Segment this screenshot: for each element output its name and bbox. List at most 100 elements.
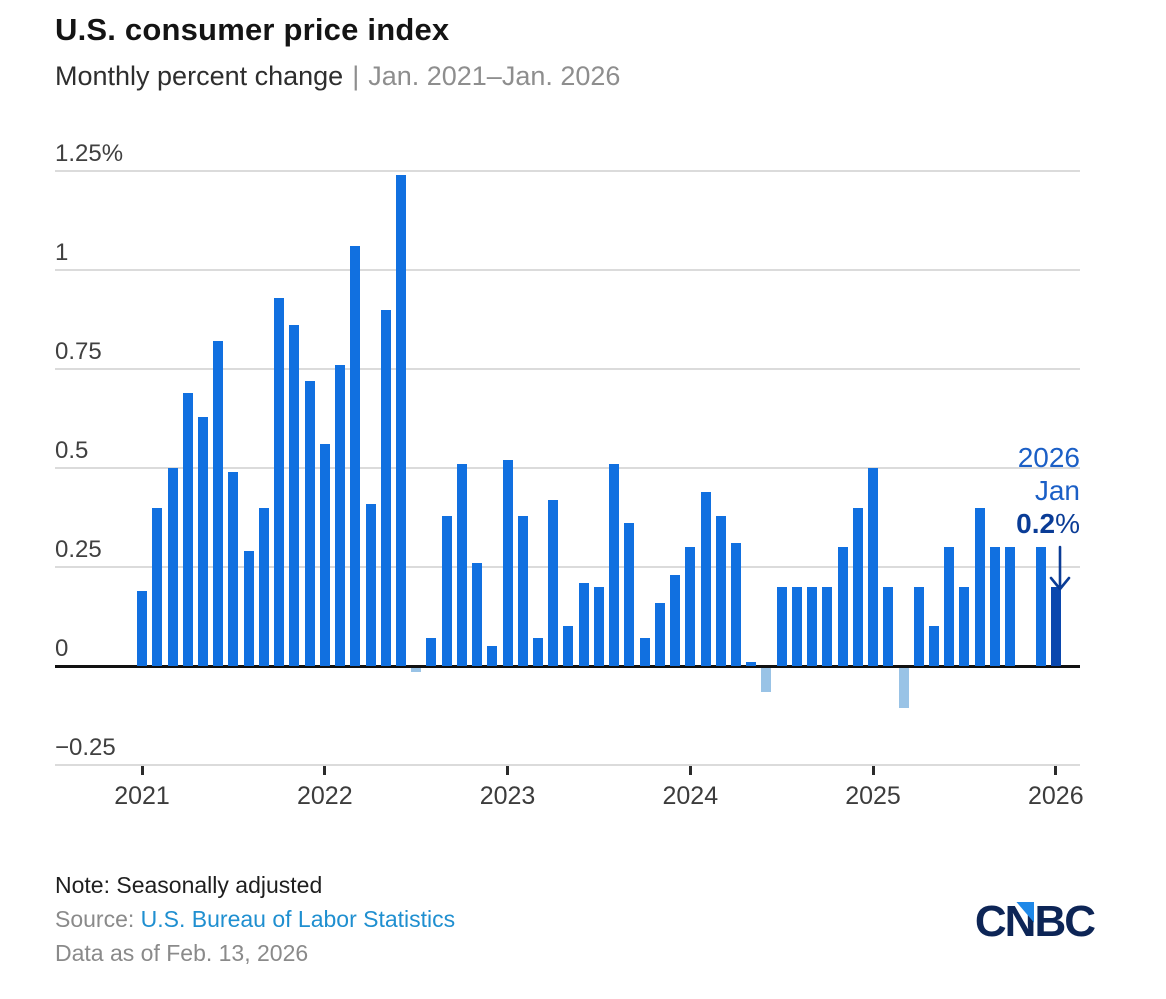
subtitle-date-range: Jan. 2021–Jan. 2026 xyxy=(368,61,621,91)
down-arrow-icon xyxy=(1049,545,1071,591)
bar-apr-2022 xyxy=(365,503,376,666)
bar-mar-2025 xyxy=(898,668,909,708)
bar-aug-2022 xyxy=(426,638,437,666)
bar-jun-2025 xyxy=(944,547,955,666)
bar-oct-2024 xyxy=(822,586,833,666)
bar-feb-2023 xyxy=(517,515,528,666)
gridline xyxy=(55,170,1080,172)
bar-mar-2023 xyxy=(533,638,543,666)
bar-feb-2025 xyxy=(883,586,894,666)
bar-apr-2021 xyxy=(182,392,193,666)
bar-sep-2025 xyxy=(989,547,1000,666)
bar-jul-2021 xyxy=(228,472,239,666)
bar-aug-2024 xyxy=(791,586,802,666)
page-title: U.S. consumer price index xyxy=(55,12,450,47)
bar-dec-2021 xyxy=(304,380,315,666)
bar-dec-2023 xyxy=(670,574,681,666)
x-axis-tick xyxy=(1054,766,1058,775)
y-axis-label: 0.5 xyxy=(55,437,89,464)
bar-aug-2023 xyxy=(609,464,620,666)
bar-oct-2023 xyxy=(639,638,650,666)
logo-letter-c: C xyxy=(974,897,1007,946)
highlight-annotation: 2026 Jan 0.2% xyxy=(890,441,1080,540)
annotation-value: 0.2% xyxy=(1016,508,1080,539)
x-axis-tick xyxy=(323,766,327,775)
bar-oct-2022 xyxy=(456,464,467,666)
bar-jul-2023 xyxy=(593,586,604,666)
x-axis-label-2026: 2026 xyxy=(1027,782,1084,810)
y-axis-label: 0.25 xyxy=(55,536,102,563)
bar-dec-2024 xyxy=(852,507,863,666)
bar-jan-2026 xyxy=(1050,586,1061,666)
x-axis-tick xyxy=(688,766,692,775)
bar-oct-2021 xyxy=(274,297,285,666)
bar-jan-2021 xyxy=(137,590,147,666)
gridline xyxy=(55,368,1080,370)
gridline xyxy=(55,764,1080,766)
x-axis-label-2025: 2025 xyxy=(845,782,901,810)
bar-nov-2022 xyxy=(472,563,483,666)
source-label: Source: xyxy=(55,906,141,932)
bar-sep-2023 xyxy=(624,523,635,666)
bar-feb-2021 xyxy=(152,507,163,666)
gridline xyxy=(55,269,1080,271)
x-axis-label-2022: 2022 xyxy=(296,782,353,810)
cnbc-logo: CN BC xyxy=(974,897,1096,946)
bar-feb-2022 xyxy=(335,365,345,666)
bar-jun-2021 xyxy=(213,341,224,666)
x-axis-label-2021: 2021 xyxy=(114,782,170,810)
bar-jan-2025 xyxy=(868,468,878,666)
bar-jan-2023 xyxy=(502,460,513,666)
note-text: Note: Seasonally adjusted xyxy=(55,872,323,898)
source-link[interactable]: U.S. Bureau of Labor Statistics xyxy=(140,906,456,932)
annotation-year: 2026 xyxy=(1017,442,1080,473)
bar-mar-2022 xyxy=(350,246,361,666)
bar-jan-2022 xyxy=(319,444,330,666)
annotation-month: Jan xyxy=(1034,475,1080,506)
bar-nov-2021 xyxy=(289,325,300,666)
bar-sep-2024 xyxy=(807,586,818,666)
gridline xyxy=(55,467,1080,469)
bar-may-2022 xyxy=(380,309,391,666)
zero-axis-line xyxy=(55,665,1080,668)
gridline xyxy=(55,566,1080,568)
subtitle-separator: | xyxy=(352,61,360,91)
bar-jul-2024 xyxy=(776,586,787,666)
bar-may-2021 xyxy=(197,416,208,666)
logo-letters-bc: BC xyxy=(1034,897,1096,946)
bar-jun-2022 xyxy=(395,175,406,666)
bar-oct-2025 xyxy=(1005,547,1016,666)
x-axis-label-2023: 2023 xyxy=(479,782,536,810)
y-axis-label: 0 xyxy=(55,635,69,662)
y-axis-label: 1.25% xyxy=(55,140,124,167)
bar-feb-2024 xyxy=(700,491,711,666)
bar-mar-2024 xyxy=(715,515,726,666)
bar-aug-2025 xyxy=(974,507,985,666)
bar-aug-2021 xyxy=(243,551,254,666)
y-axis-label: −0.25 xyxy=(55,734,116,761)
bar-nov-2023 xyxy=(654,602,665,666)
subtitle-measure: Monthly percent change xyxy=(55,61,344,91)
bar-dec-2022 xyxy=(487,646,498,666)
x-axis-tick xyxy=(506,766,509,775)
x-axis-label-2024: 2024 xyxy=(662,782,719,810)
bar-sep-2022 xyxy=(441,515,452,666)
bar-jul-2022 xyxy=(411,668,422,672)
bar-jul-2025 xyxy=(959,586,970,666)
bar-dec-2025 xyxy=(1035,547,1046,666)
bar-jun-2024 xyxy=(761,668,772,692)
bar-jun-2023 xyxy=(578,582,589,666)
bar-apr-2024 xyxy=(731,543,741,666)
x-axis-tick xyxy=(140,766,144,775)
bar-apr-2023 xyxy=(548,499,559,666)
asof-text: Data as of Feb. 13, 2026 xyxy=(55,940,309,966)
bar-may-2023 xyxy=(563,626,574,666)
y-axis-label: 1 xyxy=(55,239,69,266)
bar-may-2024 xyxy=(746,662,757,666)
bar-jan-2024 xyxy=(685,547,696,666)
bar-apr-2025 xyxy=(913,586,924,666)
bar-nov-2024 xyxy=(837,547,848,666)
bar-mar-2021 xyxy=(167,468,178,666)
source-line: Source: U.S. Bureau of Labor Statistics xyxy=(55,906,455,933)
